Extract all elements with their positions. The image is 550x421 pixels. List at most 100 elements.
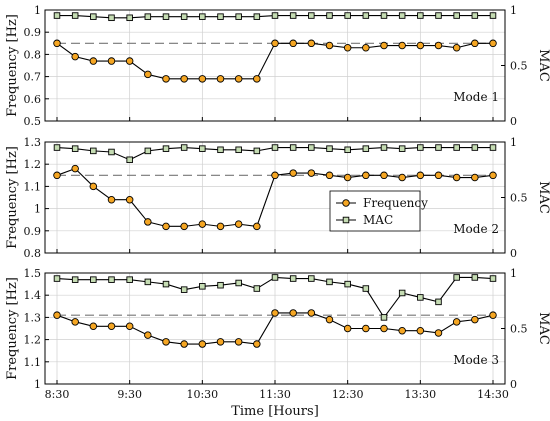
mac-point bbox=[271, 12, 279, 19]
frequency-point bbox=[307, 309, 316, 317]
mac-point bbox=[326, 12, 333, 19]
mac-point bbox=[144, 147, 152, 155]
mac-point bbox=[398, 12, 406, 19]
mac-point bbox=[271, 144, 279, 151]
mac-point bbox=[308, 275, 315, 282]
frequency-point bbox=[125, 57, 134, 65]
y-right-tick-label: 0.5 bbox=[510, 192, 528, 205]
frequency-point bbox=[398, 173, 406, 182]
mode-label: Mode 2 bbox=[453, 222, 499, 236]
frequency-point bbox=[198, 340, 207, 348]
x-tick-label: 10:30 bbox=[186, 388, 218, 401]
x-tick-label: 8:30 bbox=[45, 388, 70, 401]
frequency-point bbox=[271, 39, 279, 48]
mac-point bbox=[217, 13, 224, 20]
mac-point bbox=[180, 144, 188, 151]
frequency-point bbox=[71, 52, 79, 61]
mac-point bbox=[199, 13, 206, 20]
mac-point bbox=[380, 12, 388, 19]
mac-point bbox=[489, 12, 497, 19]
frequency-point bbox=[216, 222, 225, 231]
y-left-tick-label: 1.2 bbox=[24, 334, 42, 347]
frequency-point bbox=[107, 322, 116, 331]
panels-group: 0.5 0.6 0.7 0.8 0.9 1 0 0.5 1 Frequency [Hz] MAC Mo… bbox=[5, 4, 550, 401]
x-axis-label: Time [Hours] bbox=[231, 404, 319, 419]
mac-point bbox=[108, 148, 115, 156]
frequency-point bbox=[398, 41, 406, 50]
mac-point bbox=[180, 286, 188, 293]
y-left-tick-label: 1.3 bbox=[24, 311, 42, 324]
frequency-point bbox=[180, 222, 188, 231]
mac-point bbox=[126, 156, 133, 164]
y-right-tick-label: 0 bbox=[510, 115, 517, 128]
frequency-point bbox=[253, 75, 261, 83]
frequency-point bbox=[489, 311, 497, 319]
mac-point bbox=[289, 144, 297, 151]
y-left-tick-label: 1.3 bbox=[24, 136, 42, 149]
frequency-point bbox=[162, 222, 170, 231]
frequency-point bbox=[362, 324, 370, 333]
mac-point bbox=[253, 147, 261, 155]
frequency-point bbox=[144, 331, 152, 339]
frequency-point bbox=[471, 173, 479, 182]
mac-point bbox=[453, 144, 460, 151]
legend-mac-label: MAC bbox=[363, 213, 393, 227]
mac-point bbox=[90, 147, 97, 155]
mac-point bbox=[180, 13, 188, 20]
frequency-point bbox=[253, 222, 261, 231]
frequency-point bbox=[434, 329, 443, 337]
frequency-point bbox=[125, 322, 134, 331]
mac-point bbox=[308, 12, 315, 19]
legend-frequency-label: Frequency bbox=[363, 196, 428, 210]
y-left-axis-label: Frequency [Hz] bbox=[5, 146, 20, 249]
mac-point bbox=[253, 285, 261, 292]
mac-point bbox=[199, 283, 206, 290]
y-left-axis-label: Frequency [Hz] bbox=[5, 277, 20, 380]
frequency-point bbox=[198, 75, 207, 83]
frequency-point bbox=[162, 338, 170, 346]
frequency-point bbox=[107, 57, 116, 65]
y-right-tick-label: 0.5 bbox=[510, 60, 528, 73]
frequency-point bbox=[89, 57, 98, 65]
mac-point bbox=[308, 144, 315, 151]
mac-point bbox=[108, 14, 115, 22]
mac-point bbox=[471, 12, 479, 19]
y-right-axis-label: MAC bbox=[536, 312, 550, 345]
frequency-point bbox=[253, 340, 261, 348]
mac-point bbox=[53, 144, 61, 151]
frequency-point bbox=[271, 309, 279, 317]
frequency-point bbox=[71, 164, 79, 173]
mac-point bbox=[144, 13, 152, 20]
mac-point bbox=[417, 12, 424, 19]
y-left-tick-label: 1 bbox=[34, 203, 41, 216]
mac-point bbox=[162, 13, 170, 20]
frequency-point bbox=[289, 39, 297, 48]
panel-2: 0.8 0.9 1 1.1 1.2 1.3 0 0.5 1 Frequency [Hz] MAC Mo… bbox=[5, 136, 550, 260]
mac-point bbox=[326, 145, 333, 152]
y-left-tick-label: 0.9 bbox=[24, 26, 42, 39]
mac-point bbox=[380, 314, 388, 321]
mac-point bbox=[489, 144, 497, 151]
mac-point bbox=[362, 285, 370, 292]
frequency-point bbox=[289, 309, 297, 317]
y-left-tick-label: 0.9 bbox=[24, 225, 42, 238]
mac-point bbox=[398, 289, 406, 297]
frequency-point bbox=[307, 39, 316, 48]
mac-point bbox=[217, 281, 224, 289]
frequency-point bbox=[325, 41, 334, 50]
y-right-tick-label: 1 bbox=[510, 4, 517, 17]
frequency-point bbox=[144, 218, 152, 226]
mac-point bbox=[126, 14, 133, 22]
y-left-tick-label: 1.1 bbox=[24, 356, 42, 369]
frequency-point bbox=[107, 195, 116, 204]
y-right-tick-label: 0.5 bbox=[510, 323, 528, 336]
mac-point bbox=[398, 145, 406, 152]
mac-point bbox=[417, 294, 424, 301]
x-tick-label: 13:30 bbox=[404, 388, 436, 401]
panel-3: 1 1.1 1.2 1.3 1.4 1.5 0 0.5 1 Frequency [Hz] MAC Mo… bbox=[5, 267, 550, 391]
mac-point bbox=[417, 144, 424, 151]
legend-mac-marker bbox=[342, 216, 350, 224]
frequency-point bbox=[471, 39, 479, 48]
frequency-point bbox=[307, 169, 316, 177]
